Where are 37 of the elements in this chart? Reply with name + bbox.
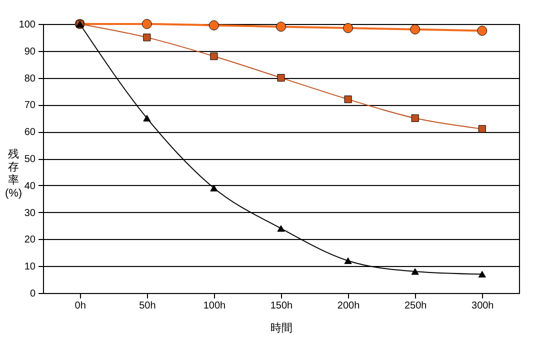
y-axis-title: 残存率(%) [4, 148, 22, 200]
point [208, 20, 219, 30]
point [410, 24, 420, 34]
point [344, 257, 352, 264]
point [277, 74, 285, 82]
x-tick-label: 100h [203, 300, 226, 312]
point [344, 96, 352, 104]
y-tick-label: 40 [24, 180, 36, 192]
point [477, 26, 488, 36]
y-tick-label: 80 [24, 73, 36, 84]
y-tick-label: 10 [24, 262, 36, 273]
point [478, 125, 486, 133]
point [142, 19, 152, 29]
y-tick-label: 60 [24, 127, 36, 138]
point [143, 34, 151, 42]
point [143, 114, 151, 122]
x-tick-label: 250h [404, 300, 427, 312]
point [276, 22, 286, 32]
y-tick-label: 20 [24, 234, 36, 246]
point [411, 114, 419, 122]
point [411, 268, 419, 275]
point [210, 52, 218, 60]
y-tick-label: 30 [24, 208, 36, 219]
point [277, 225, 285, 232]
x-tick-label: 200h [337, 300, 360, 312]
y-tick-label: 90 [24, 46, 36, 58]
x-tick-label: 50h [139, 300, 156, 312]
point [343, 23, 354, 34]
point [478, 270, 486, 278]
x-tick-label: 300h [472, 300, 494, 312]
x-tick-label: 0h [74, 300, 86, 312]
y-tick-label: 100 [18, 20, 36, 30]
y-tick-label: 0 [30, 288, 36, 300]
x-tick-label: 150h [270, 300, 293, 312]
y-tick-label: 50 [24, 154, 36, 165]
y-tick-label: 70 [24, 100, 36, 112]
x-axis-title: 時間 [270, 322, 292, 334]
